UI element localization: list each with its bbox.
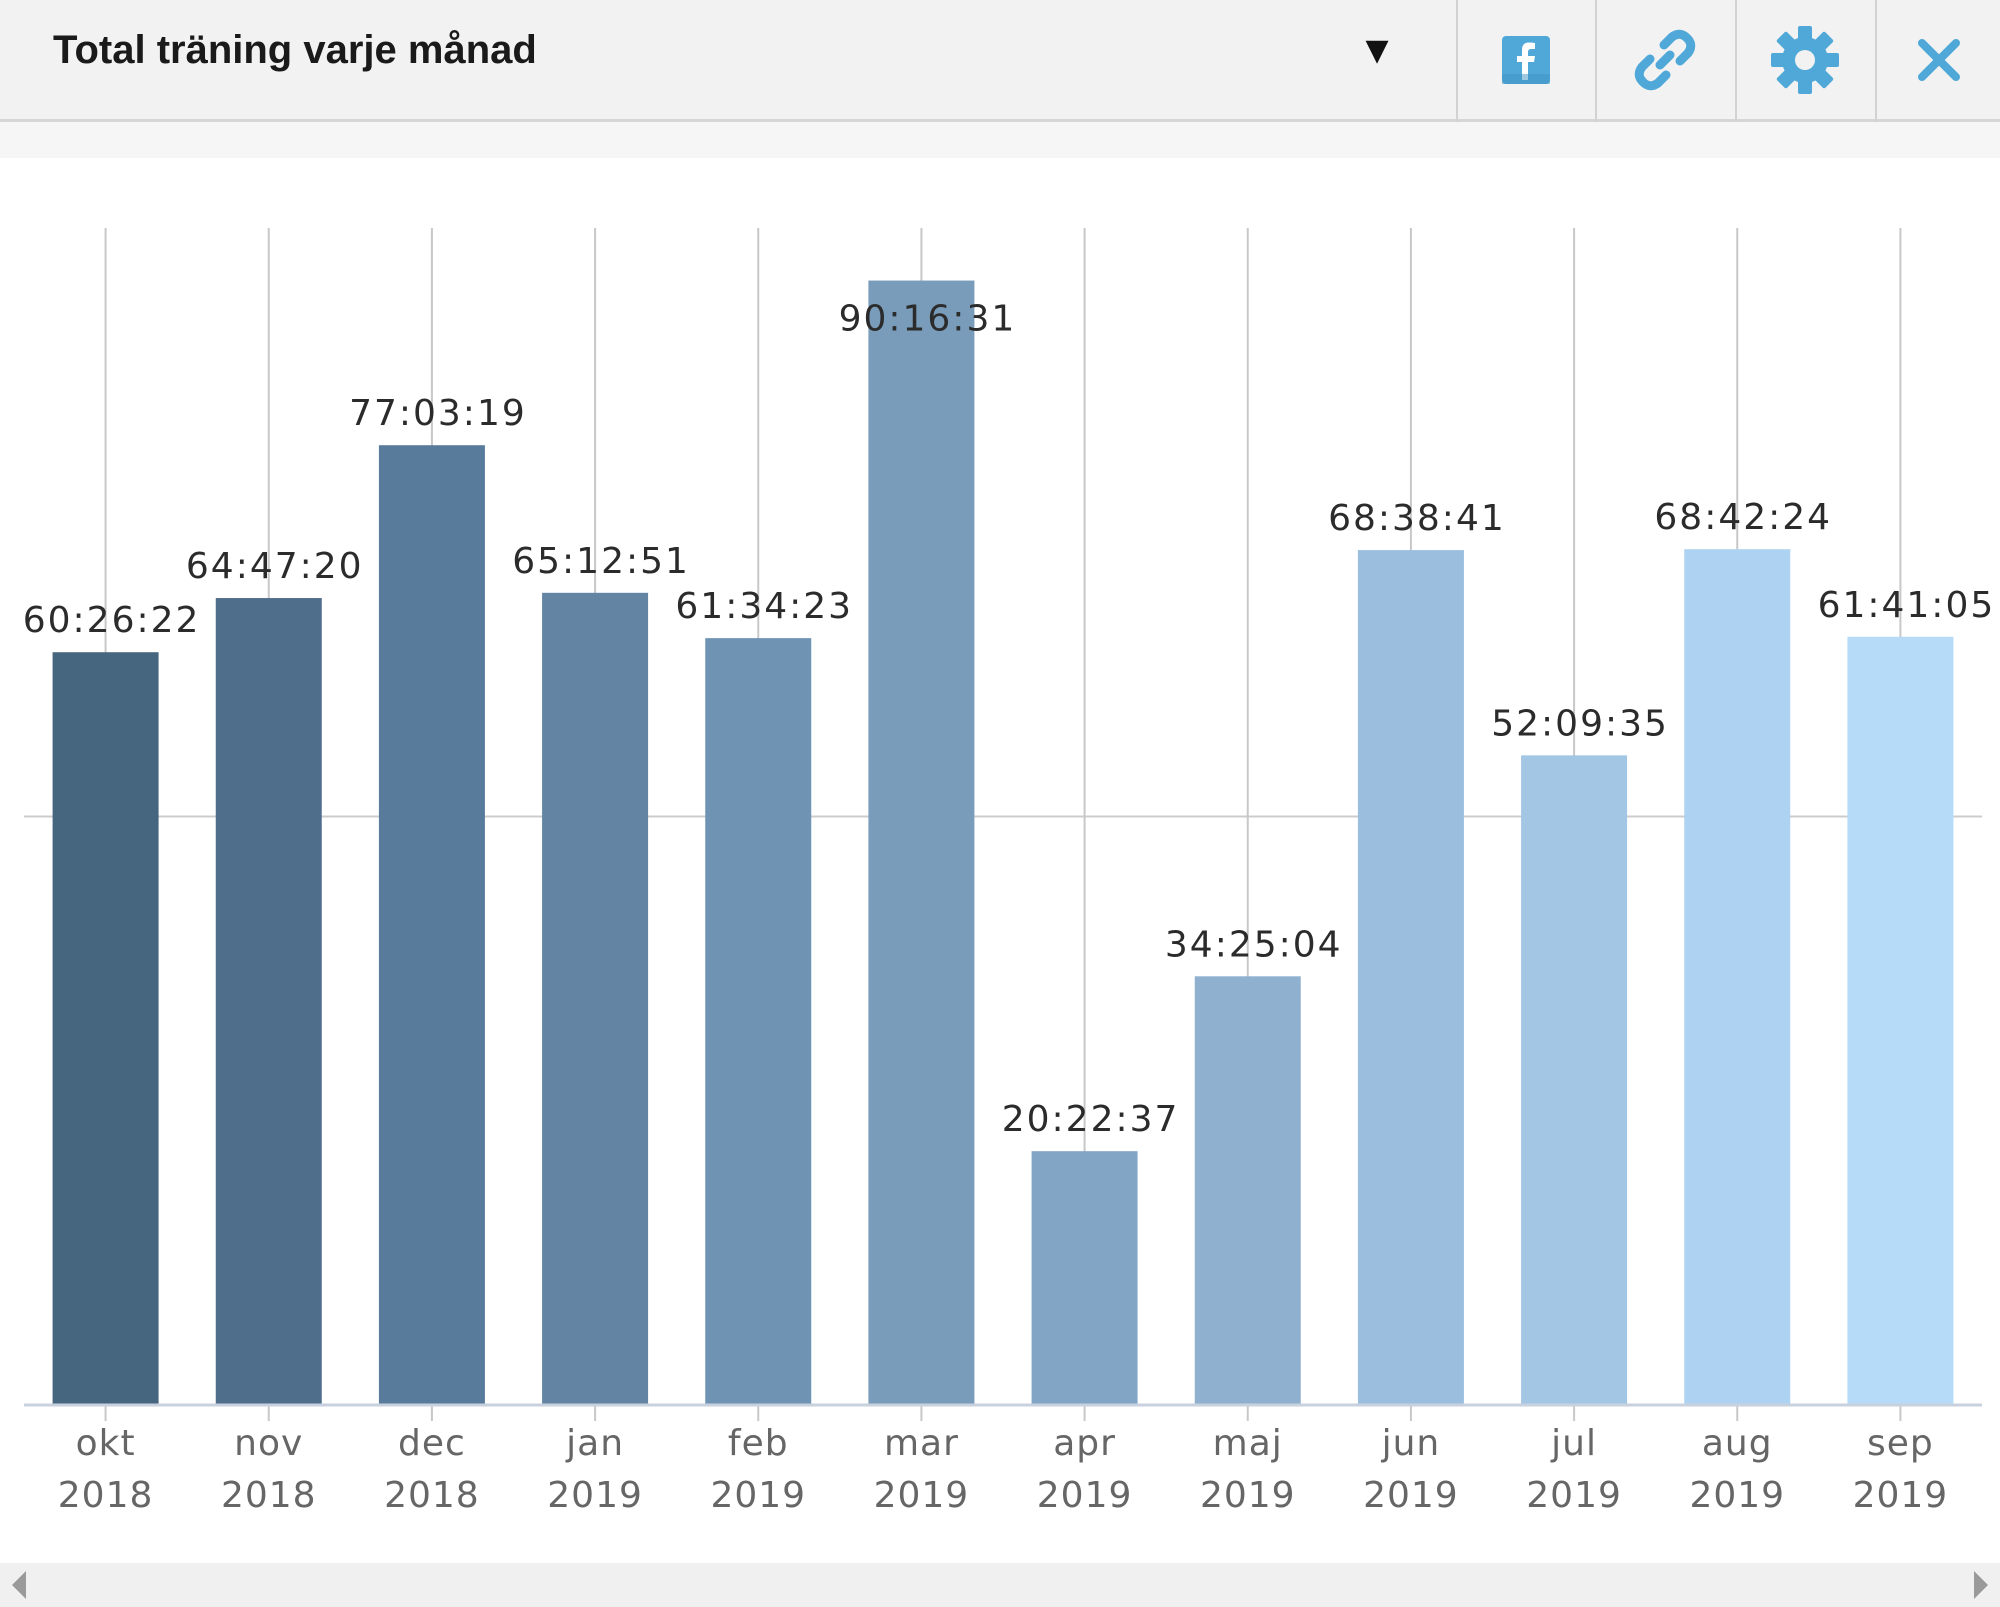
x-tick-label-month: jan (565, 1423, 624, 1464)
copy-link-button[interactable] (1597, 0, 1733, 119)
data-label: 90:16:31 (839, 299, 1017, 340)
toolbar-divider (1875, 0, 1877, 122)
data-label: 77:03:19 (349, 393, 527, 434)
close-icon (1917, 38, 1960, 81)
x-tick-label-month: dec (398, 1423, 466, 1464)
x-tick-label-year: 2019 (1363, 1475, 1459, 1516)
toolbar-divider (1456, 0, 1458, 122)
settings-button[interactable] (1737, 0, 1873, 119)
data-label: 20:22:37 (1002, 1099, 1180, 1140)
scroll-left-icon[interactable] (12, 1571, 26, 1599)
x-tick-label-year: 2019 (1853, 1475, 1949, 1516)
data-label: 64:47:20 (186, 546, 364, 587)
data-label: 68:42:24 (1654, 497, 1832, 538)
toolbar-divider (1735, 0, 1737, 122)
bar (1031, 1151, 1138, 1405)
chart-title: Total träning varje månad (53, 28, 537, 72)
x-tick-label-year: 2019 (1037, 1475, 1133, 1516)
bar (378, 445, 485, 1405)
x-tick-label-month: maj (1213, 1423, 1283, 1464)
data-label: 68:38:41 (1328, 498, 1506, 539)
data-label: 52:09:35 (1491, 703, 1669, 744)
data-label: 65:12:51 (512, 541, 690, 582)
bar (52, 652, 159, 1405)
x-tick-label-year: 2019 (547, 1475, 643, 1516)
data-label: 60:26:22 (23, 600, 201, 641)
x-tick-label-month: feb (728, 1423, 789, 1464)
header-underbar (0, 122, 2000, 158)
data-label: 61:41:05 (1818, 585, 1996, 626)
x-tick-label-year: 2019 (1526, 1475, 1622, 1516)
x-tick-label-year: 2018 (384, 1475, 480, 1516)
close-button[interactable] (1877, 0, 2000, 119)
x-tick-label-month: nov (234, 1423, 303, 1464)
bar-chart: 60:26:22 64:47:20 77:03:19 65:12:5161:34:23… (23, 228, 1996, 1516)
x-tick-label-year: 2019 (1200, 1475, 1296, 1516)
link-icon (1634, 29, 1696, 90)
bar (1847, 636, 1954, 1405)
x-tick-label-month: jun (1381, 1423, 1441, 1464)
x-tick-label-year: 2019 (710, 1475, 806, 1516)
chart-select-dropdown[interactable]: ▼ (1365, 33, 1389, 68)
bar (1684, 549, 1791, 1405)
bar (705, 638, 812, 1405)
x-tick-label-month: aug (1702, 1423, 1773, 1464)
x-tick-label-year: 2019 (874, 1475, 970, 1516)
bar (1357, 550, 1464, 1405)
x-tick-label-year: 2019 (1689, 1475, 1785, 1516)
scroll-right-icon[interactable] (1974, 1571, 1988, 1599)
x-tick-label-month: okt (76, 1423, 136, 1464)
data-label: 61:34:23 (675, 586, 853, 627)
bar (1521, 755, 1628, 1405)
horizontal-scrollbar[interactable] (0, 1563, 2000, 1607)
x-tick-label-year: 2018 (221, 1475, 317, 1516)
bar (868, 280, 975, 1406)
x-tick-label-month: jul (1550, 1423, 1597, 1464)
chart-header: Total träning varje månad ▼ (0, 0, 2000, 122)
data-label: 34:25:04 (1165, 924, 1343, 965)
x-tick-label-year: 2018 (58, 1475, 154, 1516)
x-tick-label-month: apr (1053, 1423, 1116, 1464)
facebook-icon (1502, 35, 1550, 84)
bar (1194, 976, 1301, 1405)
bar (542, 592, 649, 1405)
x-tick-label-month: sep (1867, 1423, 1934, 1464)
gear-icon (1771, 25, 1839, 94)
bar (215, 598, 322, 1405)
x-tick-label-month: mar (884, 1423, 959, 1464)
share-facebook-button[interactable] (1458, 0, 1594, 119)
toolbar-divider (1595, 0, 1597, 122)
